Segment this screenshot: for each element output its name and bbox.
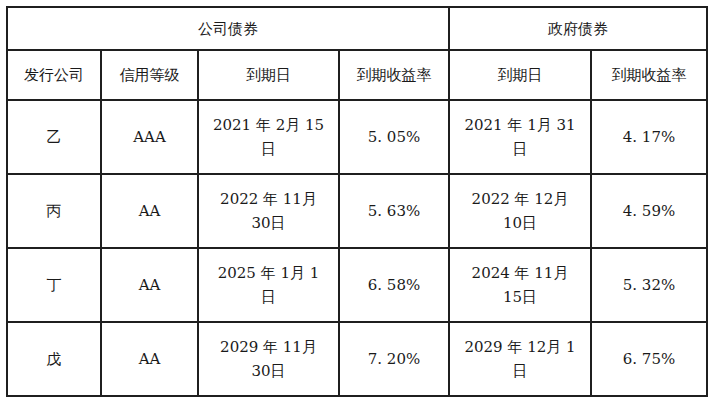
gov-maturity-cell: 2029 年 12月 1 日 (449, 322, 591, 396)
gov-yield-cell: 4. 59% (591, 174, 707, 248)
group-header-row: 公司债券 政府债券 (7, 7, 707, 50)
gov-maturity-cell: 2024 年 11月 15日 (449, 248, 591, 322)
gov-yield-cell: 6. 75% (591, 322, 707, 396)
corp-maturity-cell: 2025 年 1月 1 日 (198, 248, 339, 322)
corp-yield-cell: 6. 58% (339, 248, 449, 322)
col-header-corp-maturity-date: 到期日 (198, 50, 339, 100)
table-row-bing: 丙 AA 2022 年 11月 30日 5. 63% 2022 年 12月 10… (7, 174, 707, 248)
gov-maturity-cell: 2021 年 1月 31 日 (449, 100, 591, 174)
gov-yield-cell: 5. 32% (591, 248, 707, 322)
gov-yield-cell: 4. 17% (591, 100, 707, 174)
corp-maturity-cell: 2029 年 11月 30日 (198, 322, 339, 396)
issuer-cell: 丁 (7, 248, 101, 322)
corp-yield-cell: 5. 63% (339, 174, 449, 248)
column-header-row: 发行公司 信用等级 到期日 到期收益率 到期日 到期收益率 (7, 50, 707, 100)
corp-maturity-cell: 2022 年 11月 30日 (198, 174, 339, 248)
col-header-gov-maturity-date: 到期日 (449, 50, 591, 100)
table-row-wu: 戊 AA 2029 年 11月 30日 7. 20% 2029 年 12月 1 … (7, 322, 707, 396)
col-header-credit-rating: 信用等级 (101, 50, 198, 100)
rating-cell: AA (101, 174, 198, 248)
col-header-gov-yield-to-maturity: 到期收益率 (591, 50, 707, 100)
issuer-cell: 乙 (7, 100, 101, 174)
bond-comparison-table: 公司债券 政府债券 发行公司 信用等级 到期日 到期收益率 到期日 到期收益率 … (6, 6, 708, 397)
issuer-cell: 丙 (7, 174, 101, 248)
rating-cell: AA (101, 248, 198, 322)
table-row-ding: 丁 AA 2025 年 1月 1 日 6. 58% 2024 年 11月 15日… (7, 248, 707, 322)
issuer-cell: 戊 (7, 322, 101, 396)
rating-cell: AAA (101, 100, 198, 174)
rating-cell: AA (101, 322, 198, 396)
corporate-bonds-header: 公司债券 (7, 7, 449, 50)
corp-maturity-cell: 2021 年 2月 15 日 (198, 100, 339, 174)
gov-maturity-cell: 2022 年 12月 10日 (449, 174, 591, 248)
corp-yield-cell: 5. 05% (339, 100, 449, 174)
table-row-yi: 乙 AAA 2021 年 2月 15 日 5. 05% 2021 年 1月 31… (7, 100, 707, 174)
government-bonds-header: 政府债券 (449, 7, 707, 50)
col-header-corp-yield-to-maturity: 到期收益率 (339, 50, 449, 100)
corp-yield-cell: 7. 20% (339, 322, 449, 396)
col-header-issuer: 发行公司 (7, 50, 101, 100)
